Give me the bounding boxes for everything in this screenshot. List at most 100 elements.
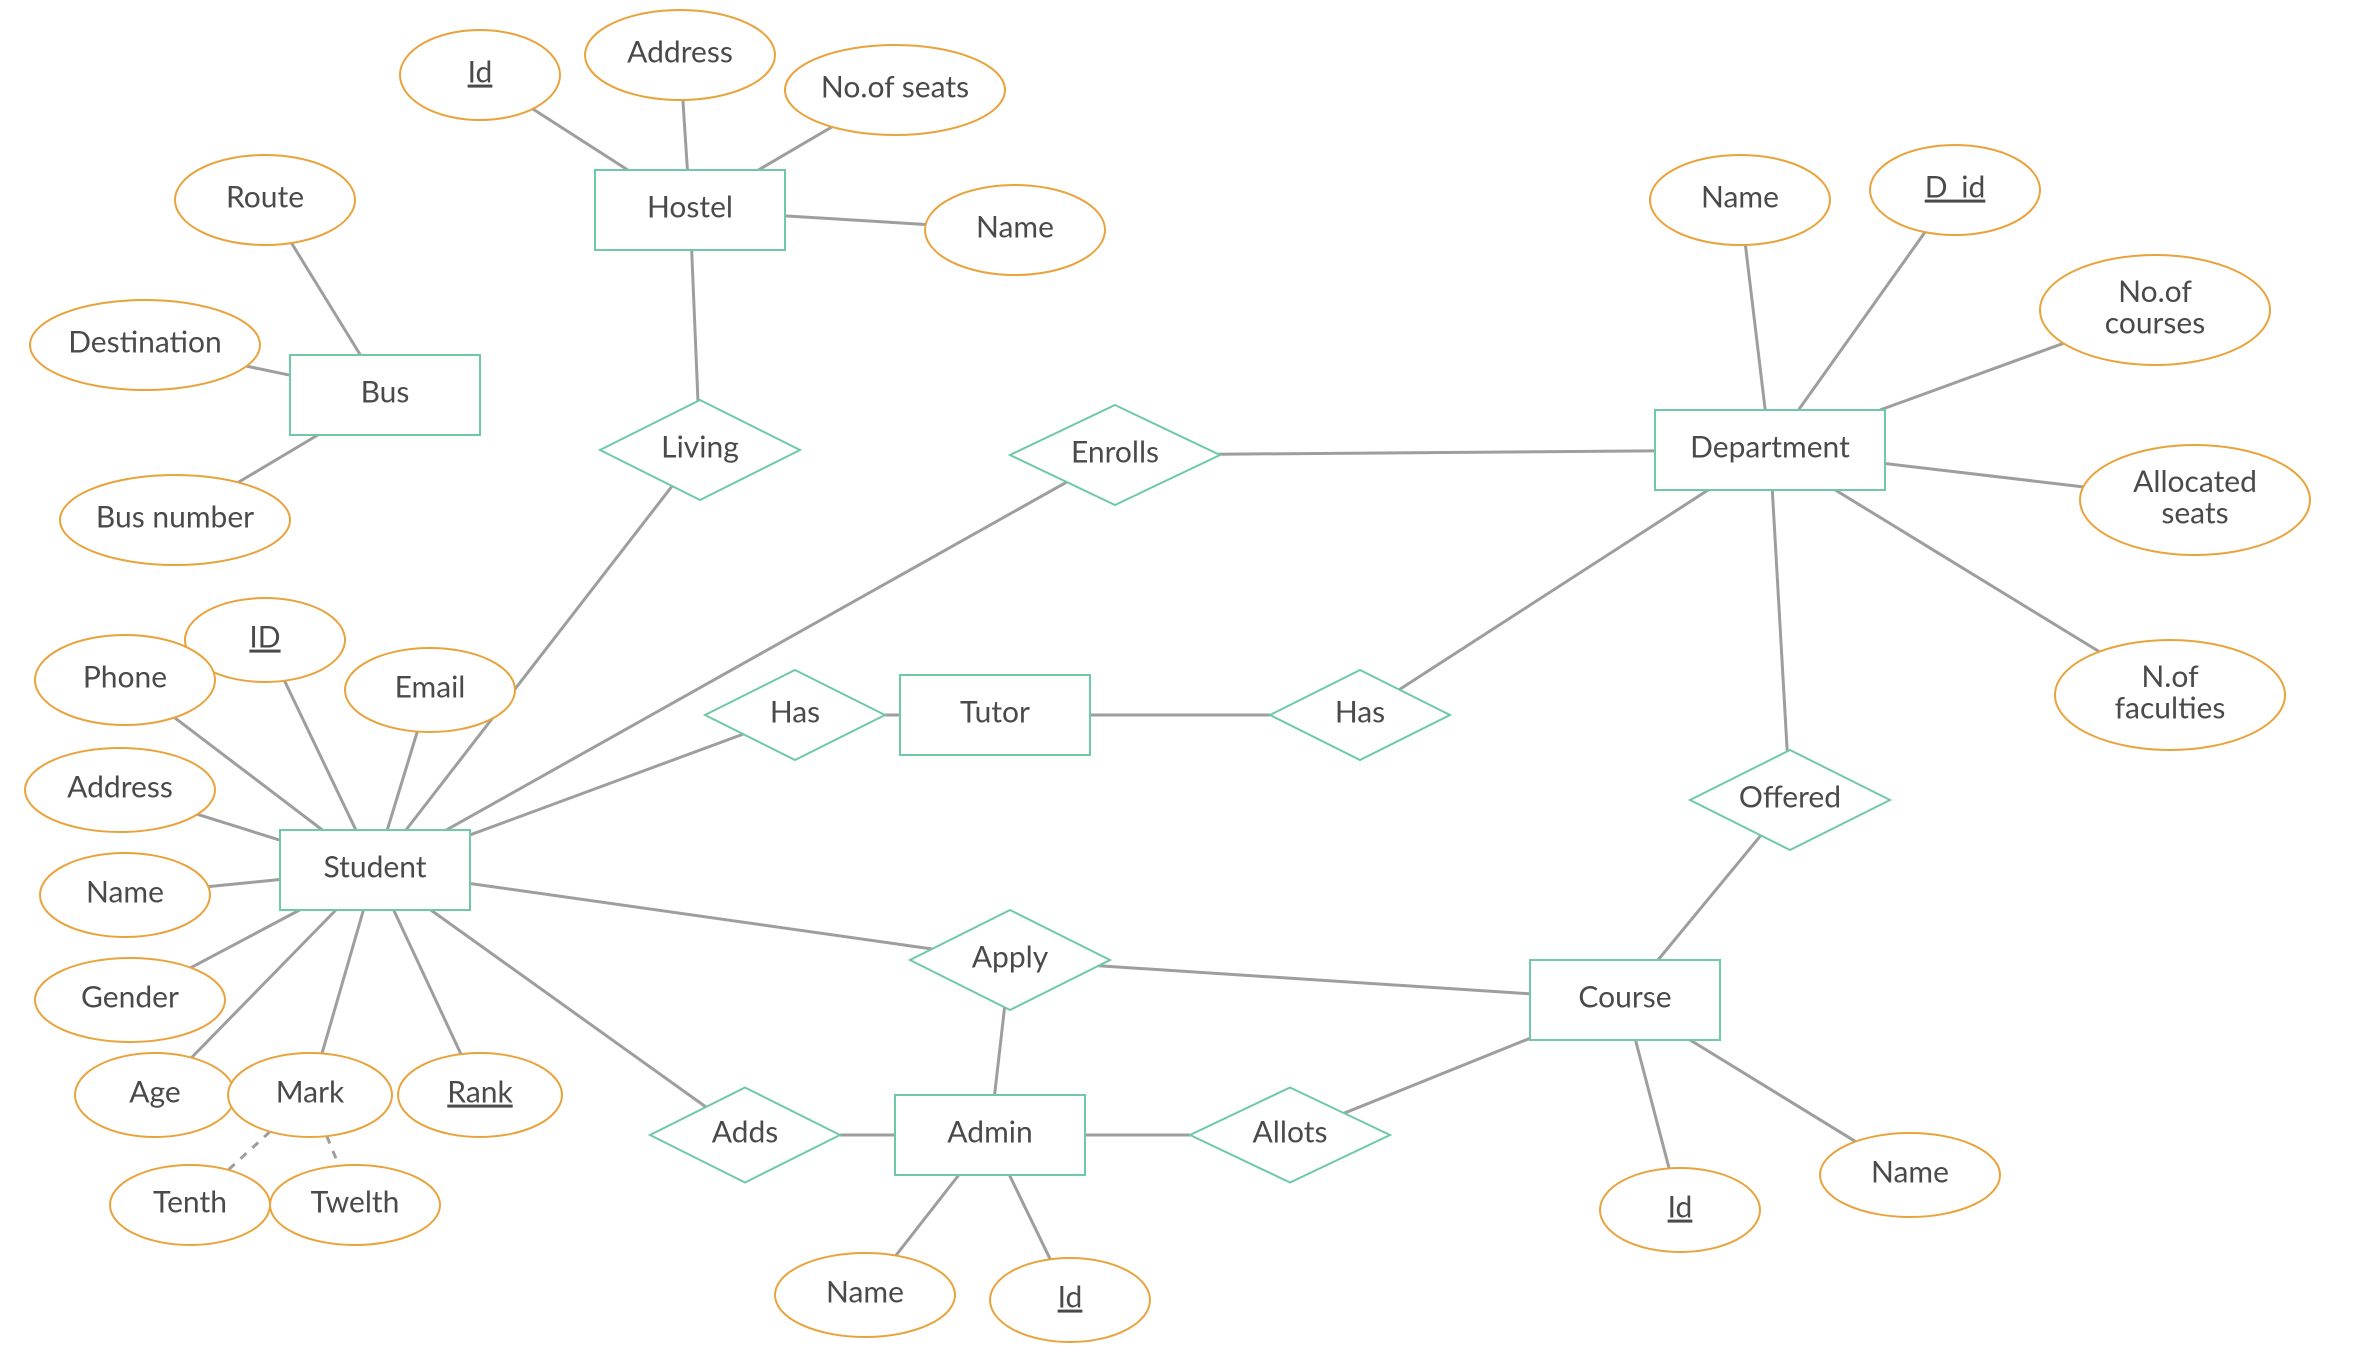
attribute-label: Phone [83, 659, 167, 695]
edge-course-offered [1658, 835, 1761, 960]
attribute-label: Id [1058, 1279, 1083, 1315]
entity-student: Student [280, 830, 470, 910]
attribute-label: Name [1871, 1154, 1949, 1190]
edge-student-stu_name [208, 880, 280, 887]
edge-offered-department [1772, 490, 1787, 751]
attribute-stu_tenth: Tenth [110, 1165, 270, 1245]
edge-has2-department [1399, 490, 1708, 690]
relationship-living: Living [600, 400, 800, 500]
relationship-allots: Allots [1190, 1088, 1390, 1183]
attribute-label: Tenth [153, 1184, 227, 1220]
attribute-stu_age: Age [75, 1053, 235, 1137]
entity-tutor: Tutor [900, 675, 1090, 755]
edge-student-stu_email [387, 732, 417, 830]
attribute-label: Name [86, 874, 164, 910]
attribute-label: Email [395, 669, 466, 705]
entity-label: Department [1690, 429, 1850, 465]
relationship-label: Has [1335, 694, 1385, 730]
attribute-course_id: Id [1600, 1168, 1760, 1252]
attribute-label: Name [976, 209, 1054, 245]
attribute-stu_mark: Mark [228, 1053, 392, 1137]
entity-course: Course [1530, 960, 1720, 1040]
relationship-label: Apply [972, 939, 1049, 975]
relationship-label: Has [770, 694, 820, 730]
attribute-dept_id: D_id [1870, 145, 2040, 235]
attribute-label: Name [826, 1274, 904, 1310]
edge-enrolls-department [1218, 451, 1655, 454]
attribute-label: Id [1668, 1189, 1693, 1225]
edge-department-dept_fac [1835, 490, 2099, 652]
attribute-label: faculties [2115, 689, 2226, 725]
attribute-label: Id [468, 54, 493, 90]
entity-label: Tutor [960, 694, 1030, 730]
edge-hostel-hostel_id [533, 109, 628, 170]
attribute-stu_gender: Gender [35, 958, 225, 1042]
edge-department-dept_seats [1885, 464, 2083, 487]
attribute-dept_fac: N.offaculties [2055, 640, 2285, 750]
attribute-stu_rank: Rank [398, 1053, 562, 1137]
edge-hostel-hostel_addr [683, 100, 688, 170]
attribute-stu_phone: Phone [35, 635, 215, 725]
attribute-label: Gender [81, 979, 179, 1015]
attribute-admin_name: Name [775, 1253, 955, 1337]
attribute-bus_num: Bus number [60, 475, 290, 565]
relationship-has2: Has [1270, 670, 1450, 760]
attribute-label: Address [627, 34, 733, 70]
attribute-stu_twelth: Twelth [270, 1165, 440, 1245]
relationship-enrolls: Enrolls [1010, 405, 1220, 505]
edge-stu_mark-stu_tenth [228, 1132, 270, 1170]
relationship-has1: Has [705, 670, 885, 760]
attribute-label: Destination [68, 324, 222, 360]
attribute-label: Mark [276, 1074, 345, 1110]
edge-admin-admin_name [896, 1175, 959, 1256]
attribute-label: Twelth [311, 1184, 400, 1220]
edge-allots-course [1344, 1038, 1530, 1113]
attribute-stu_name: Name [40, 853, 210, 937]
entity-label: Bus [361, 374, 410, 410]
entity-hostel: Hostel [595, 170, 785, 250]
edge-apply-course [1098, 966, 1530, 994]
edge-apply-admin [995, 1007, 1005, 1095]
attribute-label: ID [249, 619, 280, 655]
entity-department: Department [1655, 410, 1885, 490]
edge-hostel-hostel_name [785, 216, 926, 225]
edge-student-stu_gender [191, 910, 300, 968]
attribute-stu_addr: Address [25, 748, 215, 832]
attribute-label: No.of seats [821, 69, 969, 105]
edge-hostel-hostel_seats [758, 127, 832, 170]
shapes-layer: BusHostelStudentTutorAdminCourseDepartme… [25, 10, 2310, 1342]
attribute-dept_seats: Allocatedseats [2080, 445, 2310, 555]
attribute-hostel_seats: No.of seats [785, 45, 1005, 135]
edge-student-stu_addr [197, 814, 280, 840]
attribute-dept_name: Name [1650, 155, 1830, 245]
attribute-bus_dest: Destination [30, 300, 260, 390]
attribute-label: Name [1701, 179, 1779, 215]
relationship-label: Allots [1253, 1114, 1328, 1150]
attribute-hostel_name: Name [925, 185, 1105, 275]
edge-department-dept_name [1745, 245, 1765, 410]
relationship-offered: Offered [1690, 750, 1890, 850]
entity-label: Course [1578, 979, 1671, 1015]
edge-admin-admin_id [1009, 1175, 1050, 1259]
edge-stu_mark-stu_twelth [327, 1136, 339, 1166]
edge-department-dept_courses [1880, 343, 2063, 410]
edge-student-stu_mark [322, 910, 363, 1053]
attribute-label: Rank [447, 1074, 513, 1110]
attribute-admin_id: Id [990, 1258, 1150, 1342]
attribute-dept_courses: No.ofcourses [2040, 255, 2270, 365]
relationship-label: Adds [712, 1114, 779, 1150]
edge-bus-bus_num [238, 435, 318, 482]
edge-hostel-living [692, 250, 698, 401]
edge-bus-bus_dest [247, 366, 290, 375]
edge-student-has1 [470, 734, 743, 835]
entity-label: Hostel [647, 189, 733, 225]
attribute-label: D_id [1925, 169, 1986, 205]
relationship-label: Enrolls [1071, 434, 1159, 470]
relationship-label: Offered [1739, 779, 1841, 815]
attribute-label: courses [2105, 304, 2205, 340]
relationship-label: Living [661, 429, 739, 465]
attribute-label: Bus number [96, 499, 254, 535]
edge-student-apply [470, 883, 932, 948]
attribute-label: Route [226, 179, 304, 215]
attribute-stu_email: Email [345, 648, 515, 732]
